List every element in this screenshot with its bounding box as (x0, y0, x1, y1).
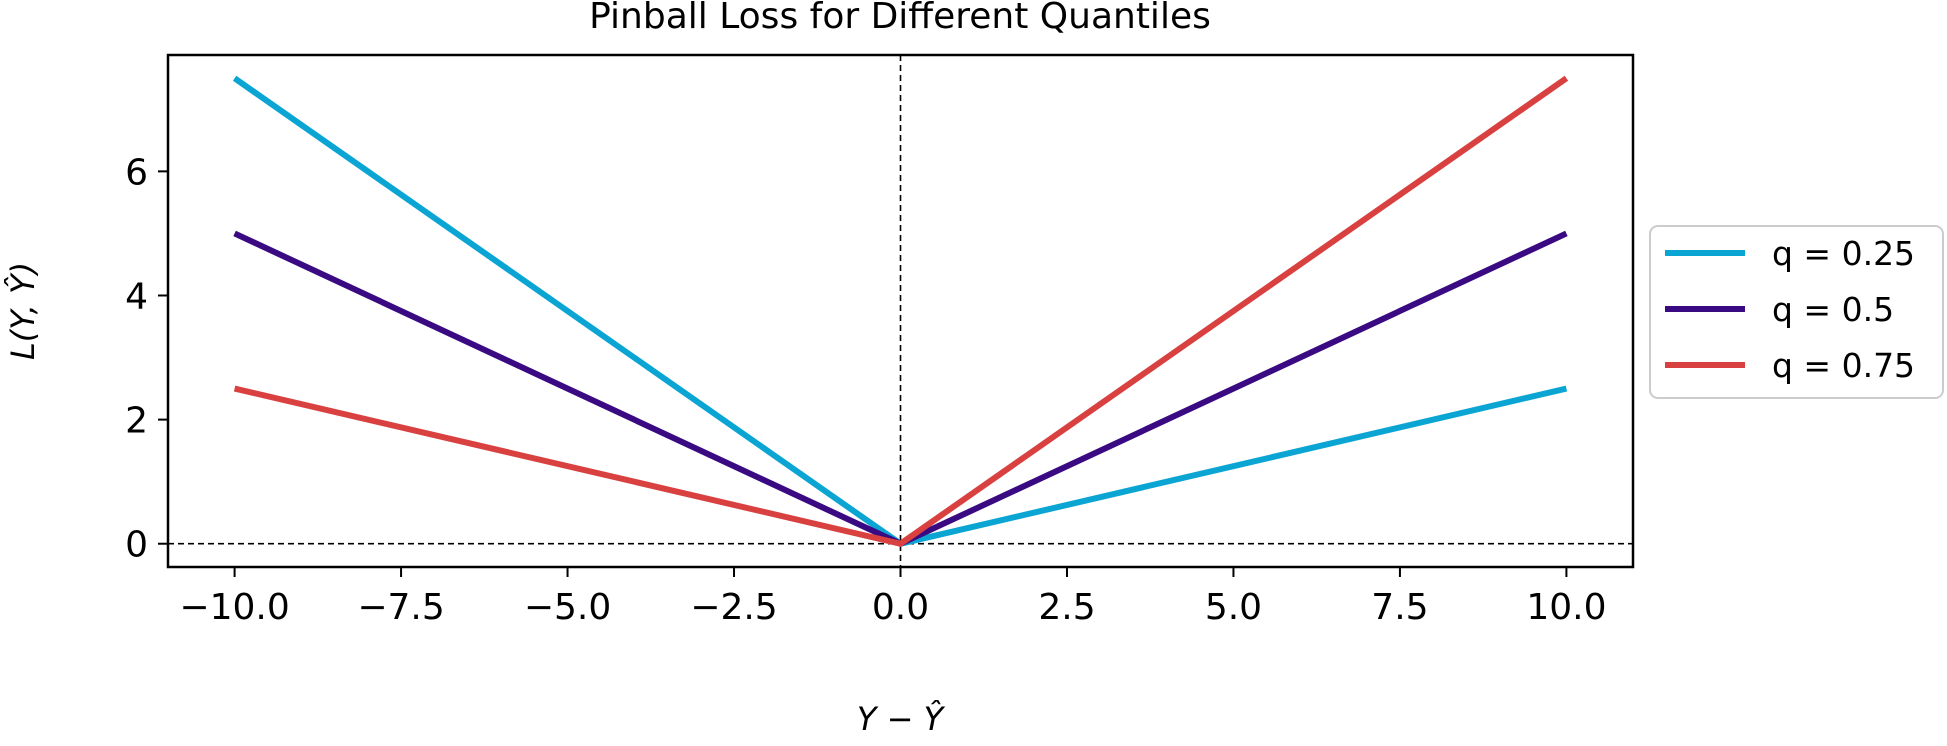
x-tick-label: −10.0 (179, 587, 289, 628)
x-tick-label: −5.0 (524, 587, 611, 628)
legend-label-2: q = 0.75 (1772, 346, 1915, 385)
y-axis-label: L(Y, Ŷ) (4, 262, 42, 360)
x-axis-label: Y − Ŷ (857, 700, 946, 738)
legend-items: q = 0.25 q = 0.5 q = 0.75 (1665, 234, 1915, 385)
legend: q = 0.25 q = 0.5 q = 0.75 (1649, 225, 1944, 399)
legend-label-0: q = 0.25 (1772, 234, 1915, 273)
legend-label-1: q = 0.5 (1772, 290, 1894, 329)
legend-box (1649, 225, 1944, 399)
x-tick-label: 2.5 (1038, 587, 1095, 628)
chart-title: Pinball Loss for Different Quantiles (589, 0, 1211, 37)
x-tick-label: 10.0 (1526, 587, 1606, 628)
x-tick-label: 0.0 (872, 587, 929, 628)
series-lines (232, 75, 1569, 548)
x-tick-label: 5.0 (1205, 587, 1262, 628)
y-tick-label: 4 (125, 276, 148, 317)
x-axis-ticks: −10.0 −7.5 −5.0 −2.5 0.0 2.5 5.0 7.5 10.0 (179, 567, 1606, 628)
y-tick-label: 0 (125, 525, 148, 566)
y-tick-label: 2 (125, 401, 148, 442)
x-tick-label: −2.5 (690, 587, 777, 628)
y-tick-label: 6 (125, 152, 148, 193)
y-axis-ticks: 0 2 4 6 (125, 152, 168, 566)
series-line-2 (233, 75, 1569, 547)
x-tick-label: −7.5 (357, 587, 444, 628)
reference-lines (168, 55, 1633, 567)
x-tick-label: 7.5 (1371, 587, 1428, 628)
